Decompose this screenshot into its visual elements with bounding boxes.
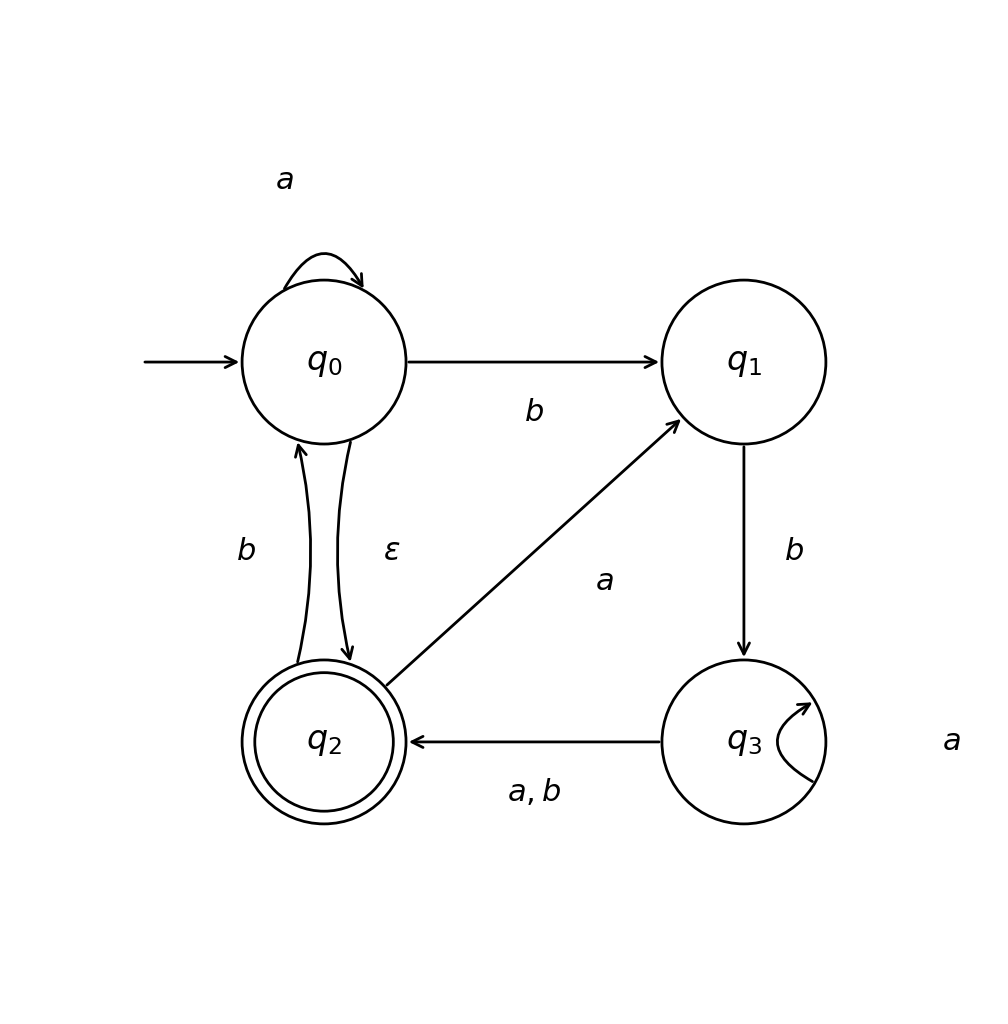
Text: $b$: $b$ [236,538,256,566]
Text: $\varepsilon$: $\varepsilon$ [383,538,400,566]
Text: $b$: $b$ [524,397,544,427]
Circle shape [662,659,826,824]
Text: $a$: $a$ [595,567,613,596]
Text: $q_1$: $q_1$ [726,345,762,379]
Text: $a, b$: $a, b$ [507,776,561,807]
Text: $a$: $a$ [275,166,293,195]
Text: $b$: $b$ [784,538,803,566]
Text: $q_3$: $q_3$ [726,725,762,759]
Circle shape [242,659,406,824]
Text: $a$: $a$ [941,727,961,757]
Circle shape [662,281,826,444]
Circle shape [242,281,406,444]
Text: $q_0$: $q_0$ [305,345,343,379]
Text: $q_2$: $q_2$ [306,725,342,759]
